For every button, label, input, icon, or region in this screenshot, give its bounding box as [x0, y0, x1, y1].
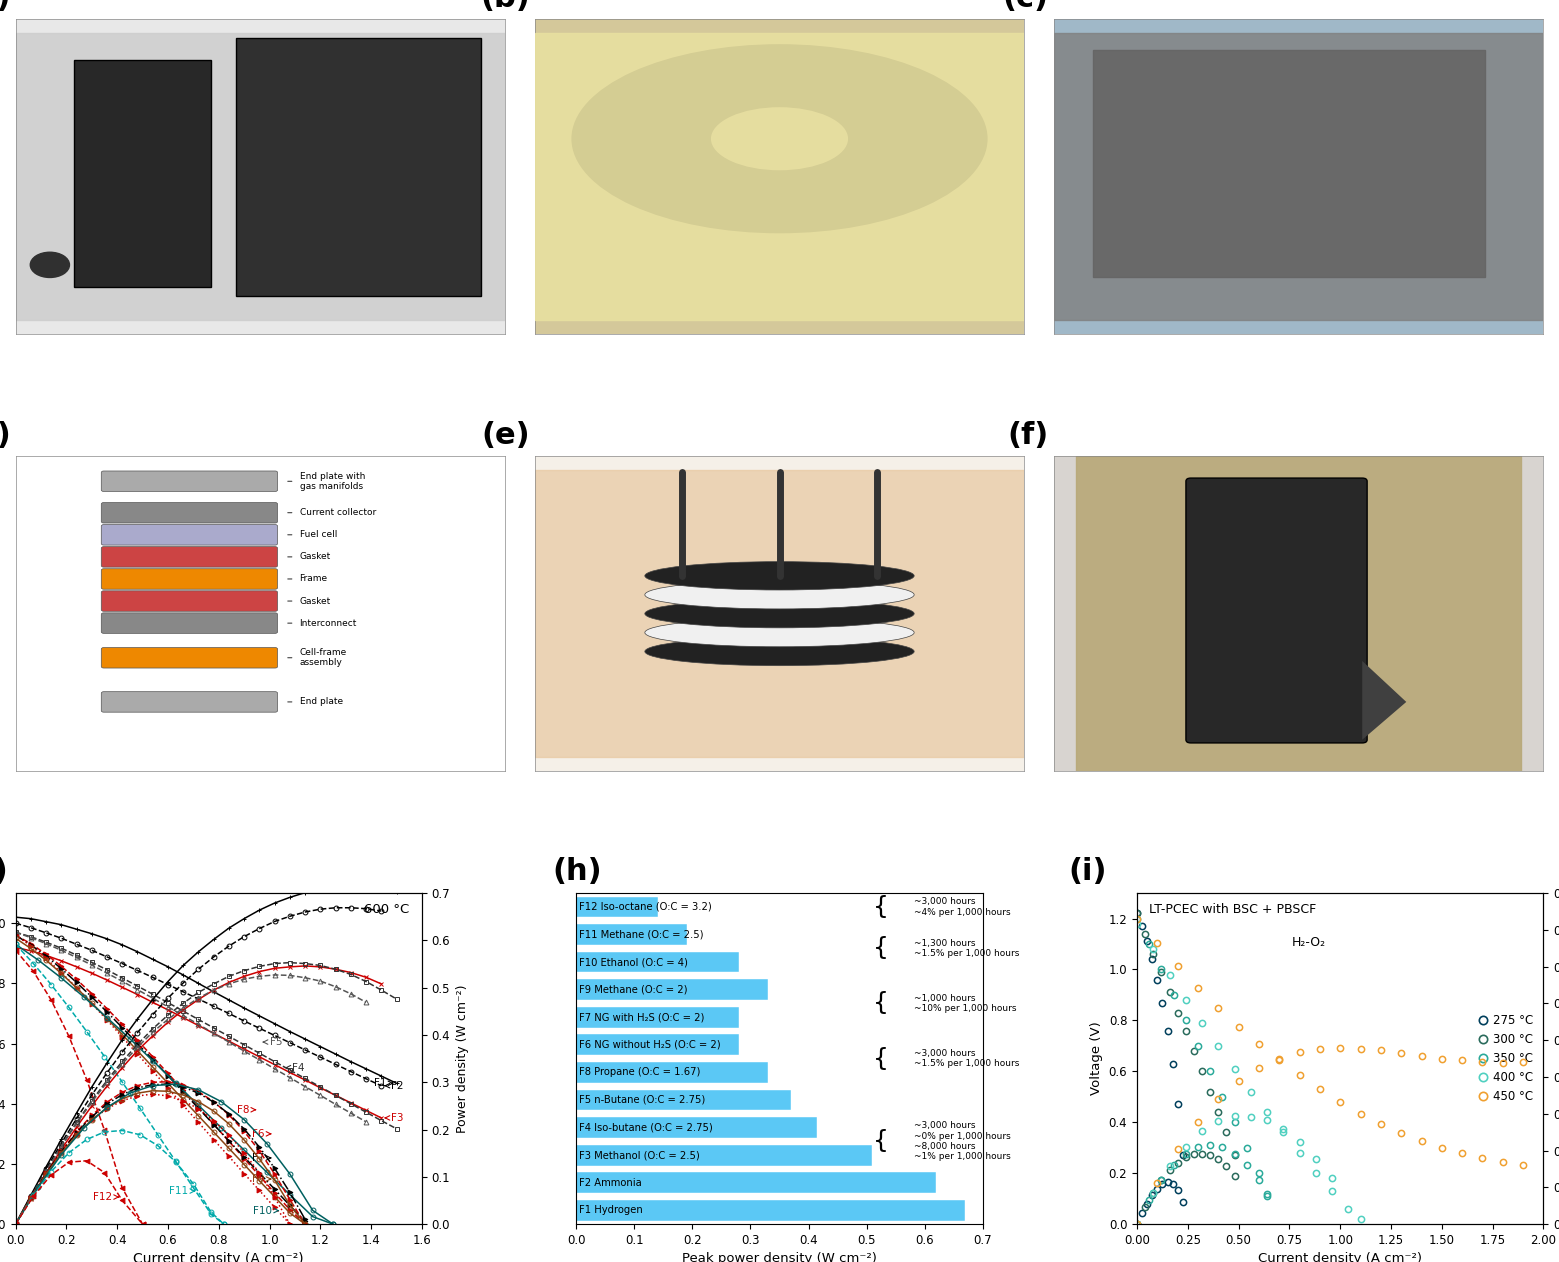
Text: Frame: Frame [299, 574, 327, 583]
Ellipse shape [572, 44, 987, 233]
Text: End plate: End plate [299, 698, 343, 707]
FancyBboxPatch shape [1186, 478, 1367, 743]
Text: {: { [873, 1129, 889, 1153]
Text: {: { [873, 1046, 889, 1070]
Text: (g): (g) [0, 857, 8, 886]
Ellipse shape [645, 637, 914, 665]
Text: F4: F4 [287, 1063, 306, 1073]
Text: F6: F6 [253, 1128, 271, 1138]
Text: F2 Ammonia: F2 Ammonia [580, 1177, 642, 1188]
Text: {: { [873, 936, 889, 960]
Text: Cell-frame
assembly: Cell-frame assembly [299, 649, 346, 668]
Text: 600 °C: 600 °C [365, 904, 410, 916]
Text: Gasket: Gasket [299, 597, 331, 606]
FancyBboxPatch shape [101, 525, 278, 545]
Text: (c): (c) [1002, 0, 1049, 13]
Text: F5: F5 [263, 1037, 282, 1047]
Bar [577, 1200, 965, 1220]
X-axis label: Peak power density (W cm⁻²): Peak power density (W cm⁻²) [681, 1252, 876, 1262]
Text: (d): (d) [0, 420, 11, 449]
Text: F8: F8 [237, 1104, 256, 1114]
Text: Current collector: Current collector [299, 509, 376, 517]
Text: F11 Methane (O:C = 2.5): F11 Methane (O:C = 2.5) [580, 930, 703, 939]
Text: F1: F1 [374, 1078, 393, 1088]
Bar [577, 924, 686, 945]
Text: End plate with
gas manifolds: End plate with gas manifolds [299, 472, 365, 491]
Text: Gasket: Gasket [299, 553, 331, 562]
Text: F9: F9 [253, 1174, 271, 1184]
Ellipse shape [645, 618, 914, 646]
Text: F8 Propane (O:C = 1.67): F8 Propane (O:C = 1.67) [580, 1068, 700, 1078]
Text: F12: F12 [94, 1193, 118, 1201]
FancyBboxPatch shape [1093, 50, 1484, 278]
Text: F12 Iso-octane (O:C = 3.2): F12 Iso-octane (O:C = 3.2) [580, 902, 712, 912]
Polygon shape [1363, 661, 1406, 740]
Bar [577, 1007, 739, 1027]
FancyBboxPatch shape [101, 591, 278, 611]
Text: {: { [873, 992, 889, 1016]
Legend: 275 °C, 300 °C, 350 °C, 400 °C, 450 °C: 275 °C, 300 °C, 350 °C, 400 °C, 450 °C [1473, 1010, 1537, 1108]
FancyBboxPatch shape [101, 647, 278, 668]
Text: (f): (f) [1007, 420, 1049, 449]
Ellipse shape [645, 581, 914, 610]
Bar [577, 1172, 937, 1193]
Ellipse shape [711, 107, 848, 170]
Bar [577, 979, 769, 1000]
FancyBboxPatch shape [101, 569, 278, 589]
Bar [577, 1145, 873, 1166]
Text: ~1,000 hours
~10% per 1,000 hours: ~1,000 hours ~10% per 1,000 hours [914, 993, 1016, 1013]
FancyBboxPatch shape [101, 471, 278, 491]
Text: F3 Methanol (O:C = 2.5): F3 Methanol (O:C = 2.5) [580, 1150, 700, 1160]
Text: F6 NG without H₂S (O:C = 2): F6 NG without H₂S (O:C = 2) [580, 1040, 720, 1050]
Text: F10: F10 [253, 1205, 279, 1215]
Text: (h): (h) [552, 857, 602, 886]
Bar [577, 1117, 817, 1138]
Text: ~3,000 hours
~4% per 1,000 hours: ~3,000 hours ~4% per 1,000 hours [914, 897, 1010, 916]
Ellipse shape [645, 599, 914, 627]
Text: F7: F7 [253, 1153, 271, 1162]
FancyBboxPatch shape [101, 546, 278, 567]
Text: (b): (b) [480, 0, 530, 13]
Text: F4 Iso-butane (O:C = 2.75): F4 Iso-butane (O:C = 2.75) [580, 1123, 712, 1132]
Text: (e): (e) [482, 420, 530, 449]
Bar [577, 896, 658, 917]
Text: (a): (a) [0, 0, 11, 13]
Text: H₂-O₂: H₂-O₂ [1291, 936, 1325, 949]
Bar [577, 1035, 739, 1055]
Text: ~1,300 hours
~1.5% per 1,000 hours: ~1,300 hours ~1.5% per 1,000 hours [914, 939, 1020, 958]
Text: F2: F2 [385, 1080, 404, 1090]
FancyBboxPatch shape [235, 38, 480, 297]
Text: ~3,000 hours
~1.5% per 1,000 hours: ~3,000 hours ~1.5% per 1,000 hours [914, 1049, 1020, 1069]
Text: LT-PCEC with BSC + PBSCF: LT-PCEC with BSC + PBSCF [1149, 904, 1316, 916]
Bar [577, 952, 739, 973]
X-axis label: Current density (A cm⁻²): Current density (A cm⁻²) [134, 1252, 304, 1262]
FancyBboxPatch shape [75, 59, 212, 286]
Text: ~3,000 hours
~0% per 1,000 hours
~8,000 hours
~1% per 1,000 hours: ~3,000 hours ~0% per 1,000 hours ~8,000 … [914, 1121, 1010, 1161]
Text: F5 n-Butane (O:C = 2.75): F5 n-Butane (O:C = 2.75) [580, 1095, 706, 1106]
FancyBboxPatch shape [101, 502, 278, 522]
Bar [577, 1089, 790, 1111]
Text: (i): (i) [1068, 857, 1107, 886]
Bar [577, 1063, 769, 1083]
Text: F3: F3 [385, 1113, 404, 1123]
Text: F1 Hydrogen: F1 Hydrogen [580, 1205, 642, 1215]
Text: {: { [873, 895, 889, 919]
FancyBboxPatch shape [101, 692, 278, 712]
Text: F7 NG with H₂S (O:C = 2): F7 NG with H₂S (O:C = 2) [580, 1012, 705, 1022]
Circle shape [30, 252, 70, 278]
Y-axis label: Power density (W cm⁻²): Power density (W cm⁻²) [455, 984, 469, 1133]
Y-axis label: Voltage (V): Voltage (V) [1090, 1022, 1104, 1095]
Text: F11: F11 [170, 1186, 195, 1196]
Ellipse shape [645, 562, 914, 591]
Text: F9 Methane (O:C = 2): F9 Methane (O:C = 2) [580, 984, 688, 994]
FancyBboxPatch shape [101, 613, 278, 634]
Text: Fuel cell: Fuel cell [299, 530, 337, 539]
X-axis label: Current density (A cm⁻²): Current density (A cm⁻²) [1258, 1252, 1422, 1262]
Text: F10 Ethanol (O:C = 4): F10 Ethanol (O:C = 4) [580, 957, 688, 967]
Text: Interconnect: Interconnect [299, 618, 357, 627]
